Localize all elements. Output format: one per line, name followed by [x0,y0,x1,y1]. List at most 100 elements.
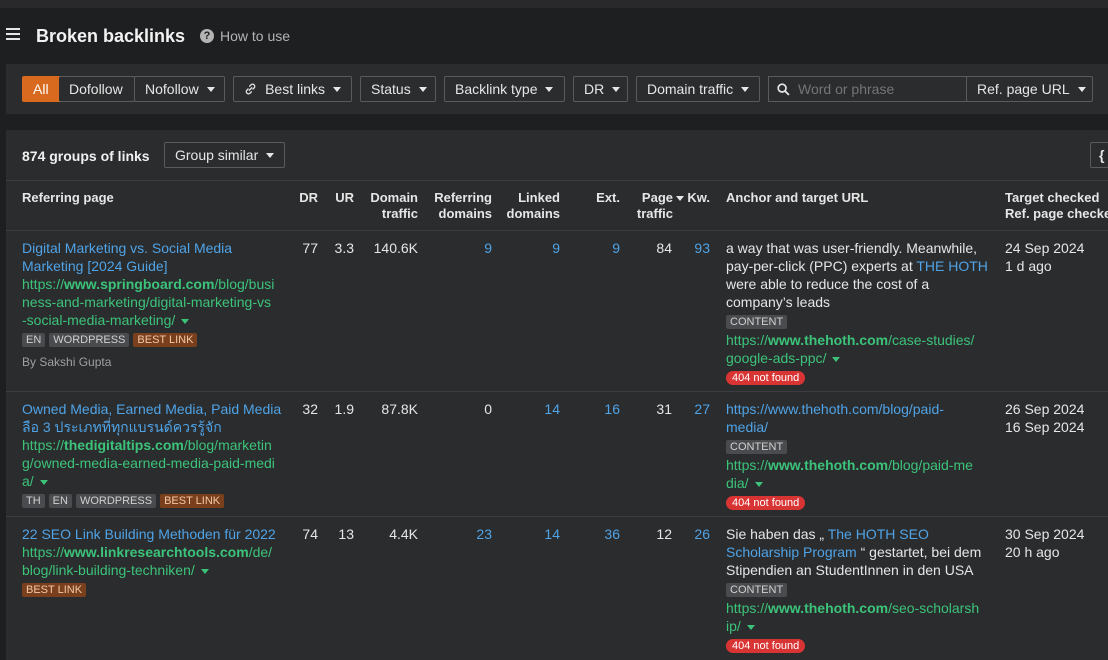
linked-domains-link[interactable]: 14 [544,526,560,542]
link-icon [245,83,256,95]
backlink-type-dropdown[interactable]: Backlink type [444,76,565,102]
ref-checked-date: 16 Sep 2024 [1005,419,1085,435]
menu-icon[interactable] [6,28,20,40]
status-badge: 404 not found [726,496,806,510]
status-badge: 404 not found [726,371,806,385]
domain-traffic-value: 87.8K [381,401,418,417]
group-similar-dropdown[interactable]: Group similar [164,142,286,168]
status-dropdown[interactable]: Status [360,76,436,102]
ref-page-title-link[interactable]: 22 SEO Link Building Methoden für 2022 [22,526,276,542]
col-ur[interactable]: UR [335,190,354,205]
best-link-tag: BEST LINK [160,494,225,508]
columns-button[interactable]: { [1090,142,1108,168]
target-checked-date: 30 Sep 2024 [1005,526,1085,542]
target-url-link[interactable]: https://www.thehoth.com/case-studies/ go… [726,332,975,366]
dr-value: 74 [302,526,318,542]
col-ext[interactable]: Ext. [596,190,620,205]
ext-link[interactable]: 36 [604,526,620,542]
col-linked-domains[interactable]: Linked domains [506,190,560,221]
ur-value: 13 [338,526,354,542]
col-referring-page[interactable]: Referring page [22,190,114,205]
ur-value: 3.3 [334,240,354,256]
col-page-traffic[interactable]: Page traffic [624,190,684,222]
col-kw[interactable]: Kw. [687,190,710,205]
target-url-link[interactable]: https://www.thehoth.com/seo-scholarsh ip… [726,600,980,634]
author-label: By Sakshi Gupta [22,355,112,369]
linked-domains-link[interactable]: 14 [544,401,560,417]
page-traffic-value: 31 [656,401,672,417]
col-referring-domains[interactable]: Referring domains [434,190,492,221]
referring-domains-link[interactable]: 23 [476,526,492,542]
linked-domains-link[interactable]: 9 [552,240,560,256]
page-header: Broken backlinks ? How to use [0,8,1108,62]
col-anchor[interactable]: Anchor and target URL [726,190,869,205]
col-dr[interactable]: DR [299,190,318,205]
page-traffic-value: 84 [656,240,672,256]
anchor-cell: https://www.thehoth.com/blog/paid-media/… [726,400,996,510]
chevron-down-icon[interactable] [200,568,209,574]
ref-checked-date: 20 h ago [1005,544,1060,560]
anchor-text: Sie haben das „ The HOTH SEO Scholarship… [726,526,982,578]
anchor-link[interactable]: https://www.thehoth.com/blog/paid-media/ [726,401,944,435]
ext-link[interactable]: 16 [604,401,620,417]
status-badge: 404 not found [726,639,806,653]
anchor-link[interactable]: The HOTH SEO [827,526,929,542]
ref-page-url-link[interactable]: https://thedigitaltips.com/blog/marketin… [22,437,275,489]
language-tag: EN [22,333,46,347]
anchor-link[interactable]: Scholarship Program [726,544,857,560]
kw-link[interactable]: 26 [694,526,710,542]
search-field[interactable] [768,76,968,102]
dr-value: 32 [302,401,318,417]
chevron-down-icon[interactable] [832,356,841,362]
kw-link[interactable]: 27 [694,401,710,417]
filter-nofollow-dropdown[interactable]: Nofollow [134,76,225,102]
chevron-down-icon[interactable] [746,624,755,630]
filter-bar: All Dofollow Nofollow Best links Status … [6,64,1108,114]
sort-desc-icon [676,196,684,202]
chevron-down-icon[interactable] [181,318,190,324]
best-links-dropdown[interactable]: Best links [233,76,352,102]
platform-tag: WORDPRESS [49,333,130,347]
chevron-down-icon [612,86,621,92]
divider [6,180,1108,181]
ref-page-title-link[interactable]: Digital Marketing vs. Social Media Market… [22,240,233,274]
referring-page-cell: Owned Media, Earned Media, Paid Media ลือ… [22,400,290,508]
filter-all-button[interactable]: All [22,76,62,102]
divider [6,391,1108,392]
search-input[interactable] [798,81,958,97]
question-icon: ? [200,29,214,43]
language-tag: TH [22,494,45,508]
ref-page-title-link[interactable]: Owned Media, Earned Media, Paid Media ลือ… [22,401,282,435]
chevron-down-icon[interactable] [39,479,48,485]
ref-page-url-dropdown[interactable]: Ref. page URL [966,76,1093,102]
filter-dofollow-button[interactable]: Dofollow [59,76,135,102]
anchor-link[interactable]: THE HOTH [916,258,988,274]
divider [6,516,1108,517]
chevron-down-icon [545,86,554,92]
target-checked-date: 24 Sep 2024 [1005,240,1085,256]
chevron-down-icon [418,86,427,92]
ref-page-url-link[interactable]: https://www.springboard.com/blog/busi ne… [22,276,275,328]
groups-count: 874 groups of links [22,148,150,164]
domain-traffic-dropdown[interactable]: Domain traffic [636,76,760,102]
checked-cell: 26 Sep 2024 16 Sep 2024 [1005,400,1105,436]
dr-value: 77 [302,240,318,256]
target-url-link[interactable]: https://www.thehoth.com/blog/paid-me dia… [726,457,973,491]
content-tag: CONTENT [726,315,788,329]
ext-link[interactable]: 9 [612,240,620,256]
kw-link[interactable]: 93 [694,240,710,256]
checked-cell: 30 Sep 2024 20 h ago [1005,525,1105,561]
chevron-down-icon[interactable] [754,481,763,487]
language-tag: EN [48,494,72,508]
best-link-tag: BEST LINK [22,583,87,597]
chevron-down-icon [1077,86,1086,92]
referring-domains-link[interactable]: 9 [484,240,492,256]
col-checked[interactable]: Target checked Ref. page checked [1005,190,1108,221]
ref-page-url-link[interactable]: https://www.linkresearchtools.com/de/ bl… [22,544,273,578]
dr-dropdown[interactable]: DR [573,76,628,102]
chevron-down-icon [333,86,341,92]
referring-page-cell: Digital Marketing vs. Social Media Market… [22,239,284,371]
chevron-down-icon [206,86,215,92]
col-domain-traffic[interactable]: Domain traffic [370,190,418,221]
how-to-use-link[interactable]: ? How to use [200,28,290,44]
